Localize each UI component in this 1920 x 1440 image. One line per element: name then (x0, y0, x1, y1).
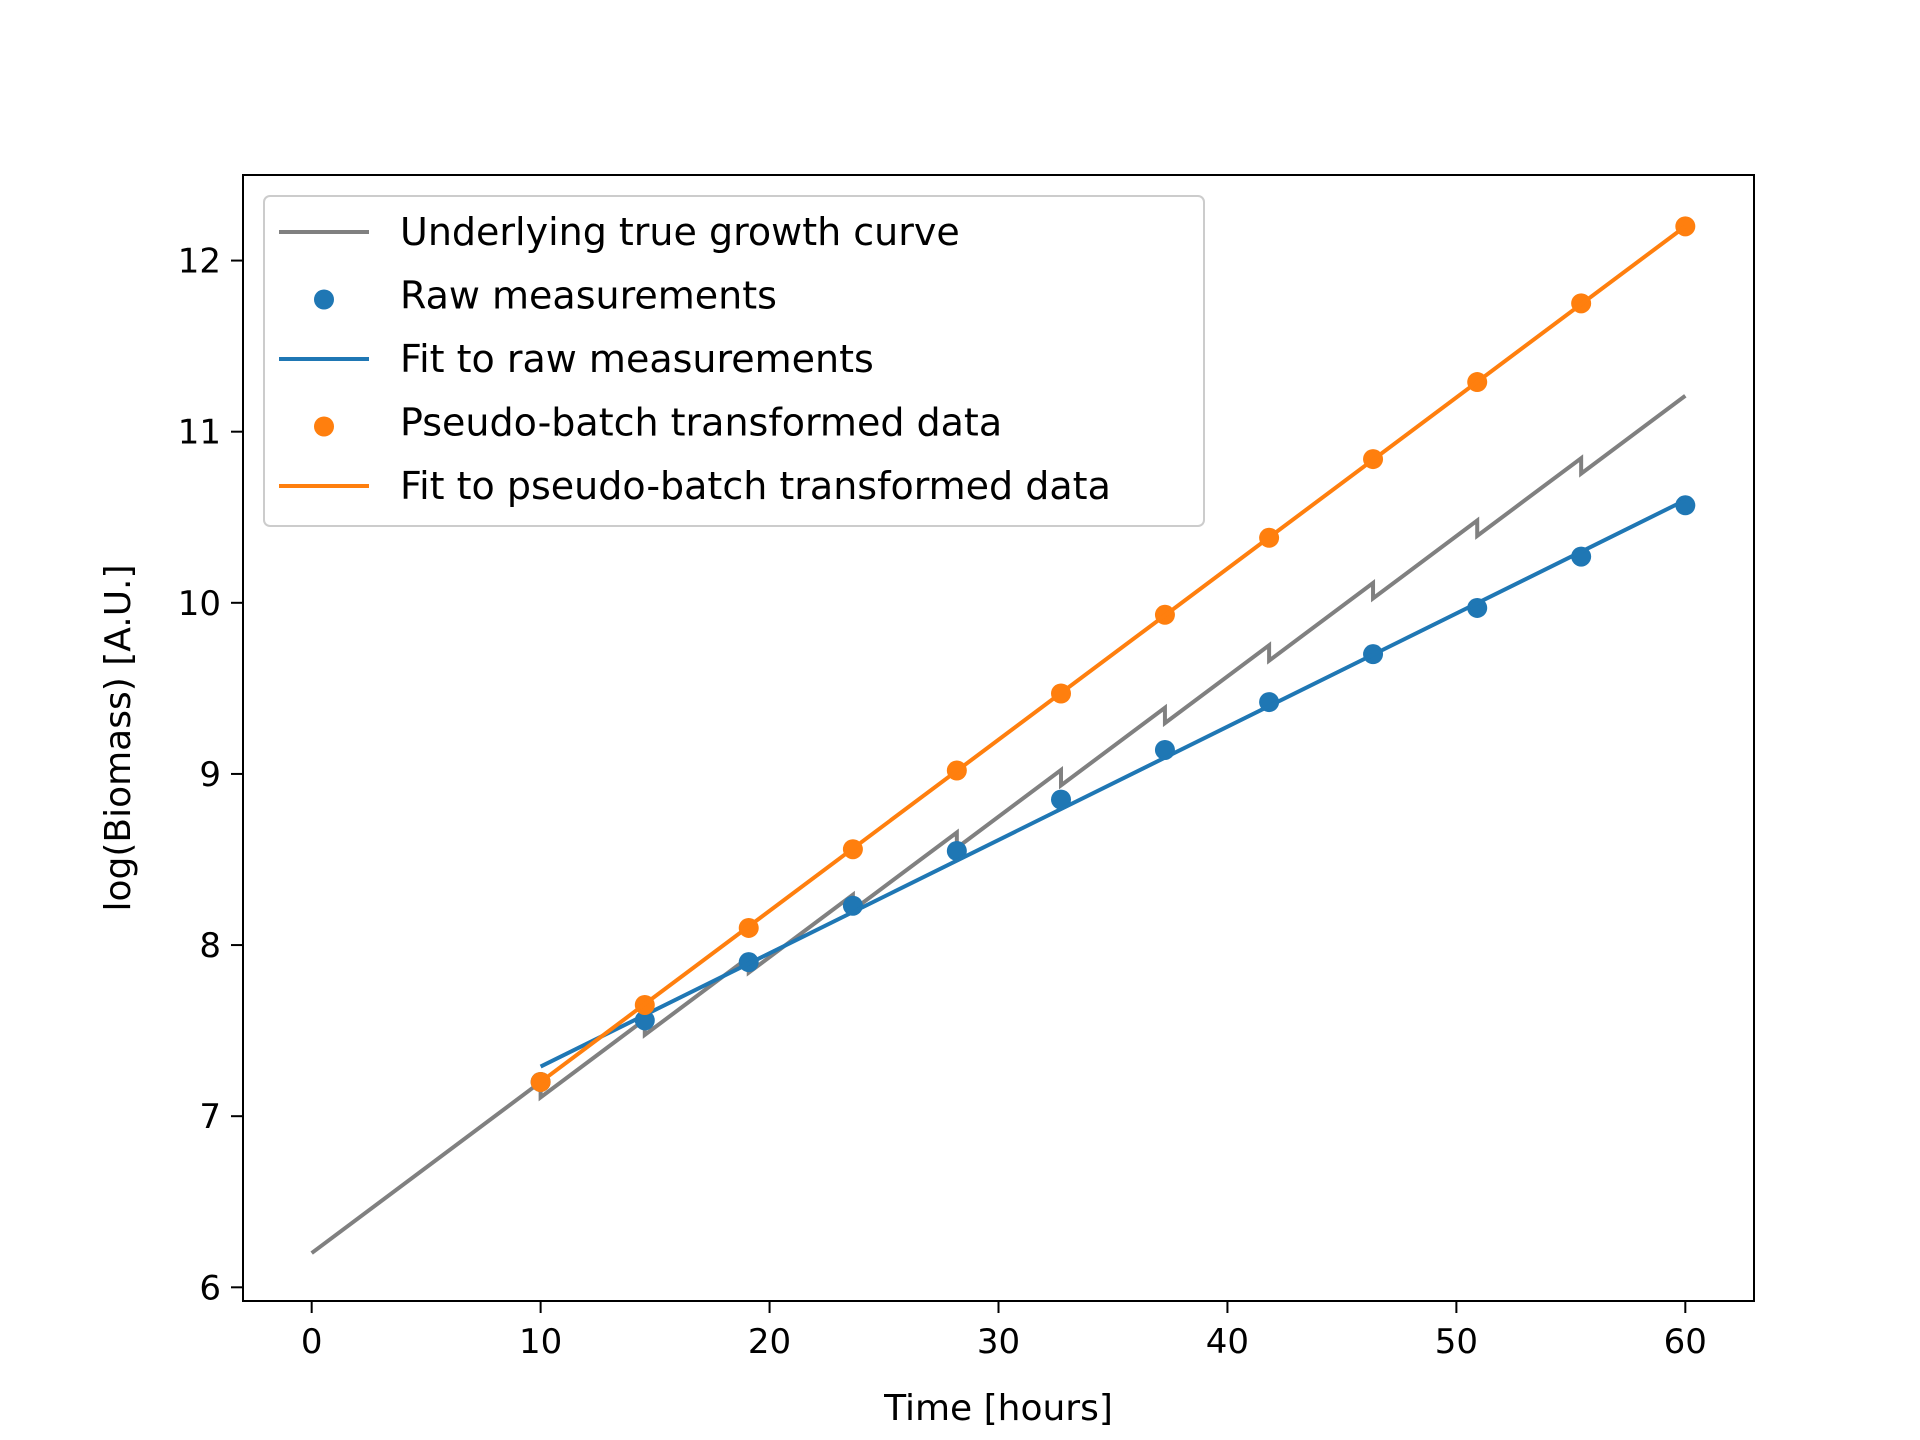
legend-entry-pseudo: Pseudo-batch transformed data (314, 401, 1002, 445)
y-tick-label: 8 (199, 926, 221, 966)
x-tick-label: 30 (977, 1322, 1020, 1362)
y-axis-label: log(Biomass) [A.U.] (98, 564, 139, 911)
legend-label: Underlying true growth curve (400, 210, 960, 254)
y-tick-label: 10 (178, 584, 221, 624)
x-tick-label: 40 (1206, 1322, 1249, 1362)
legend-point-swatch (314, 416, 334, 437)
legend-entry-pseudo-fit: Fit to pseudo-batch transformed data (279, 464, 1111, 508)
y-tick-label: 9 (199, 755, 221, 795)
axes-layer: 0 10 20 30 40 50 60 6 7 8 9 10 11 12 (178, 242, 1707, 1362)
legend-point-swatch (314, 289, 334, 310)
legend-entry-true-growth: Underlying true growth curve (279, 210, 960, 254)
legend-label: Pseudo-batch transformed data (400, 401, 1002, 445)
raw-measurement-point (1571, 546, 1592, 567)
legend-label: Fit to pseudo-batch transformed data (400, 464, 1111, 508)
x-axis-label: Time [hours] (883, 1388, 1113, 1429)
raw-measurement-point (1675, 495, 1696, 516)
series-line-raw-fit (539, 498, 1687, 1069)
raw-measurement-point (1467, 597, 1488, 618)
x-tick-label: 10 (519, 1322, 562, 1362)
legend-box (263, 195, 1205, 527)
x-tick-label: 0 (301, 1322, 323, 1362)
x-tick-label: 60 (1664, 1322, 1707, 1362)
y-tick-label: 7 (199, 1097, 221, 1137)
y-tick-label: 6 (199, 1268, 221, 1308)
legend-label: Raw measurements (400, 274, 777, 318)
y-tick-label: 11 (178, 413, 221, 453)
series-line-true-growth (310, 394, 1687, 1255)
legend-entry-raw: Raw measurements (314, 274, 777, 318)
y-tick-label: 12 (178, 242, 221, 282)
x-tick-label: 20 (748, 1322, 791, 1362)
legend: Underlying true growth curve Raw measurem… (263, 195, 1205, 527)
series-line-pseudo-fit (539, 224, 1687, 1084)
x-tick-label: 50 (1435, 1322, 1478, 1362)
legend-label: Fit to raw measurements (400, 337, 874, 381)
legend-entry-raw-fit: Fit to raw measurements (279, 337, 874, 381)
legend-entries: Underlying true growth curve Raw measurem… (279, 210, 1111, 508)
series-layer (310, 216, 1696, 1255)
